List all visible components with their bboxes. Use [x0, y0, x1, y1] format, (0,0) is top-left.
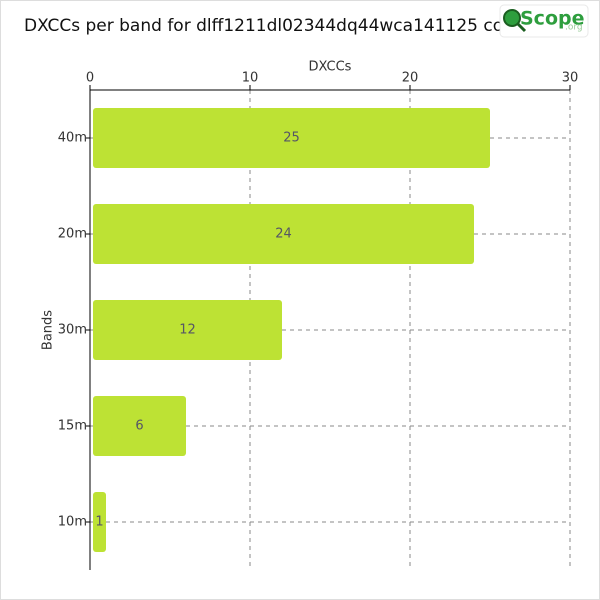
- y-tick-label: 20m: [58, 227, 87, 242]
- y-tick-label: 15m: [58, 419, 87, 434]
- y-tick-label: 30m: [58, 323, 87, 338]
- bar: [93, 492, 106, 552]
- x-tick-label: 0: [86, 71, 94, 86]
- value-label: 1: [95, 515, 103, 530]
- y-tick-label: 40m: [58, 131, 87, 146]
- value-label: 12: [179, 323, 196, 338]
- x-tick-label: 10: [242, 71, 259, 86]
- bar: [93, 108, 490, 168]
- value-label: 25: [283, 131, 300, 146]
- value-label: 24: [275, 227, 292, 242]
- logo: Scope .org: [499, 4, 589, 38]
- value-label: 6: [135, 419, 143, 434]
- logo-suffix: .org: [565, 23, 583, 33]
- bar: [93, 204, 474, 264]
- logo-handle: [516, 22, 527, 33]
- y-axis-label: Bands: [41, 310, 56, 350]
- y-tick-label: 10m: [58, 515, 87, 530]
- chart-title: DXCCs per band for dlff1211dl02344dq44wc…: [24, 16, 568, 36]
- x-tick-label: 20: [402, 71, 419, 86]
- x-tick-label: 30: [562, 71, 579, 86]
- logo-icon: [503, 9, 521, 27]
- bar: [93, 300, 282, 360]
- bar: [93, 396, 186, 456]
- logo-text: Scope: [520, 8, 585, 30]
- x-axis-label: DXCCs: [309, 60, 352, 75]
